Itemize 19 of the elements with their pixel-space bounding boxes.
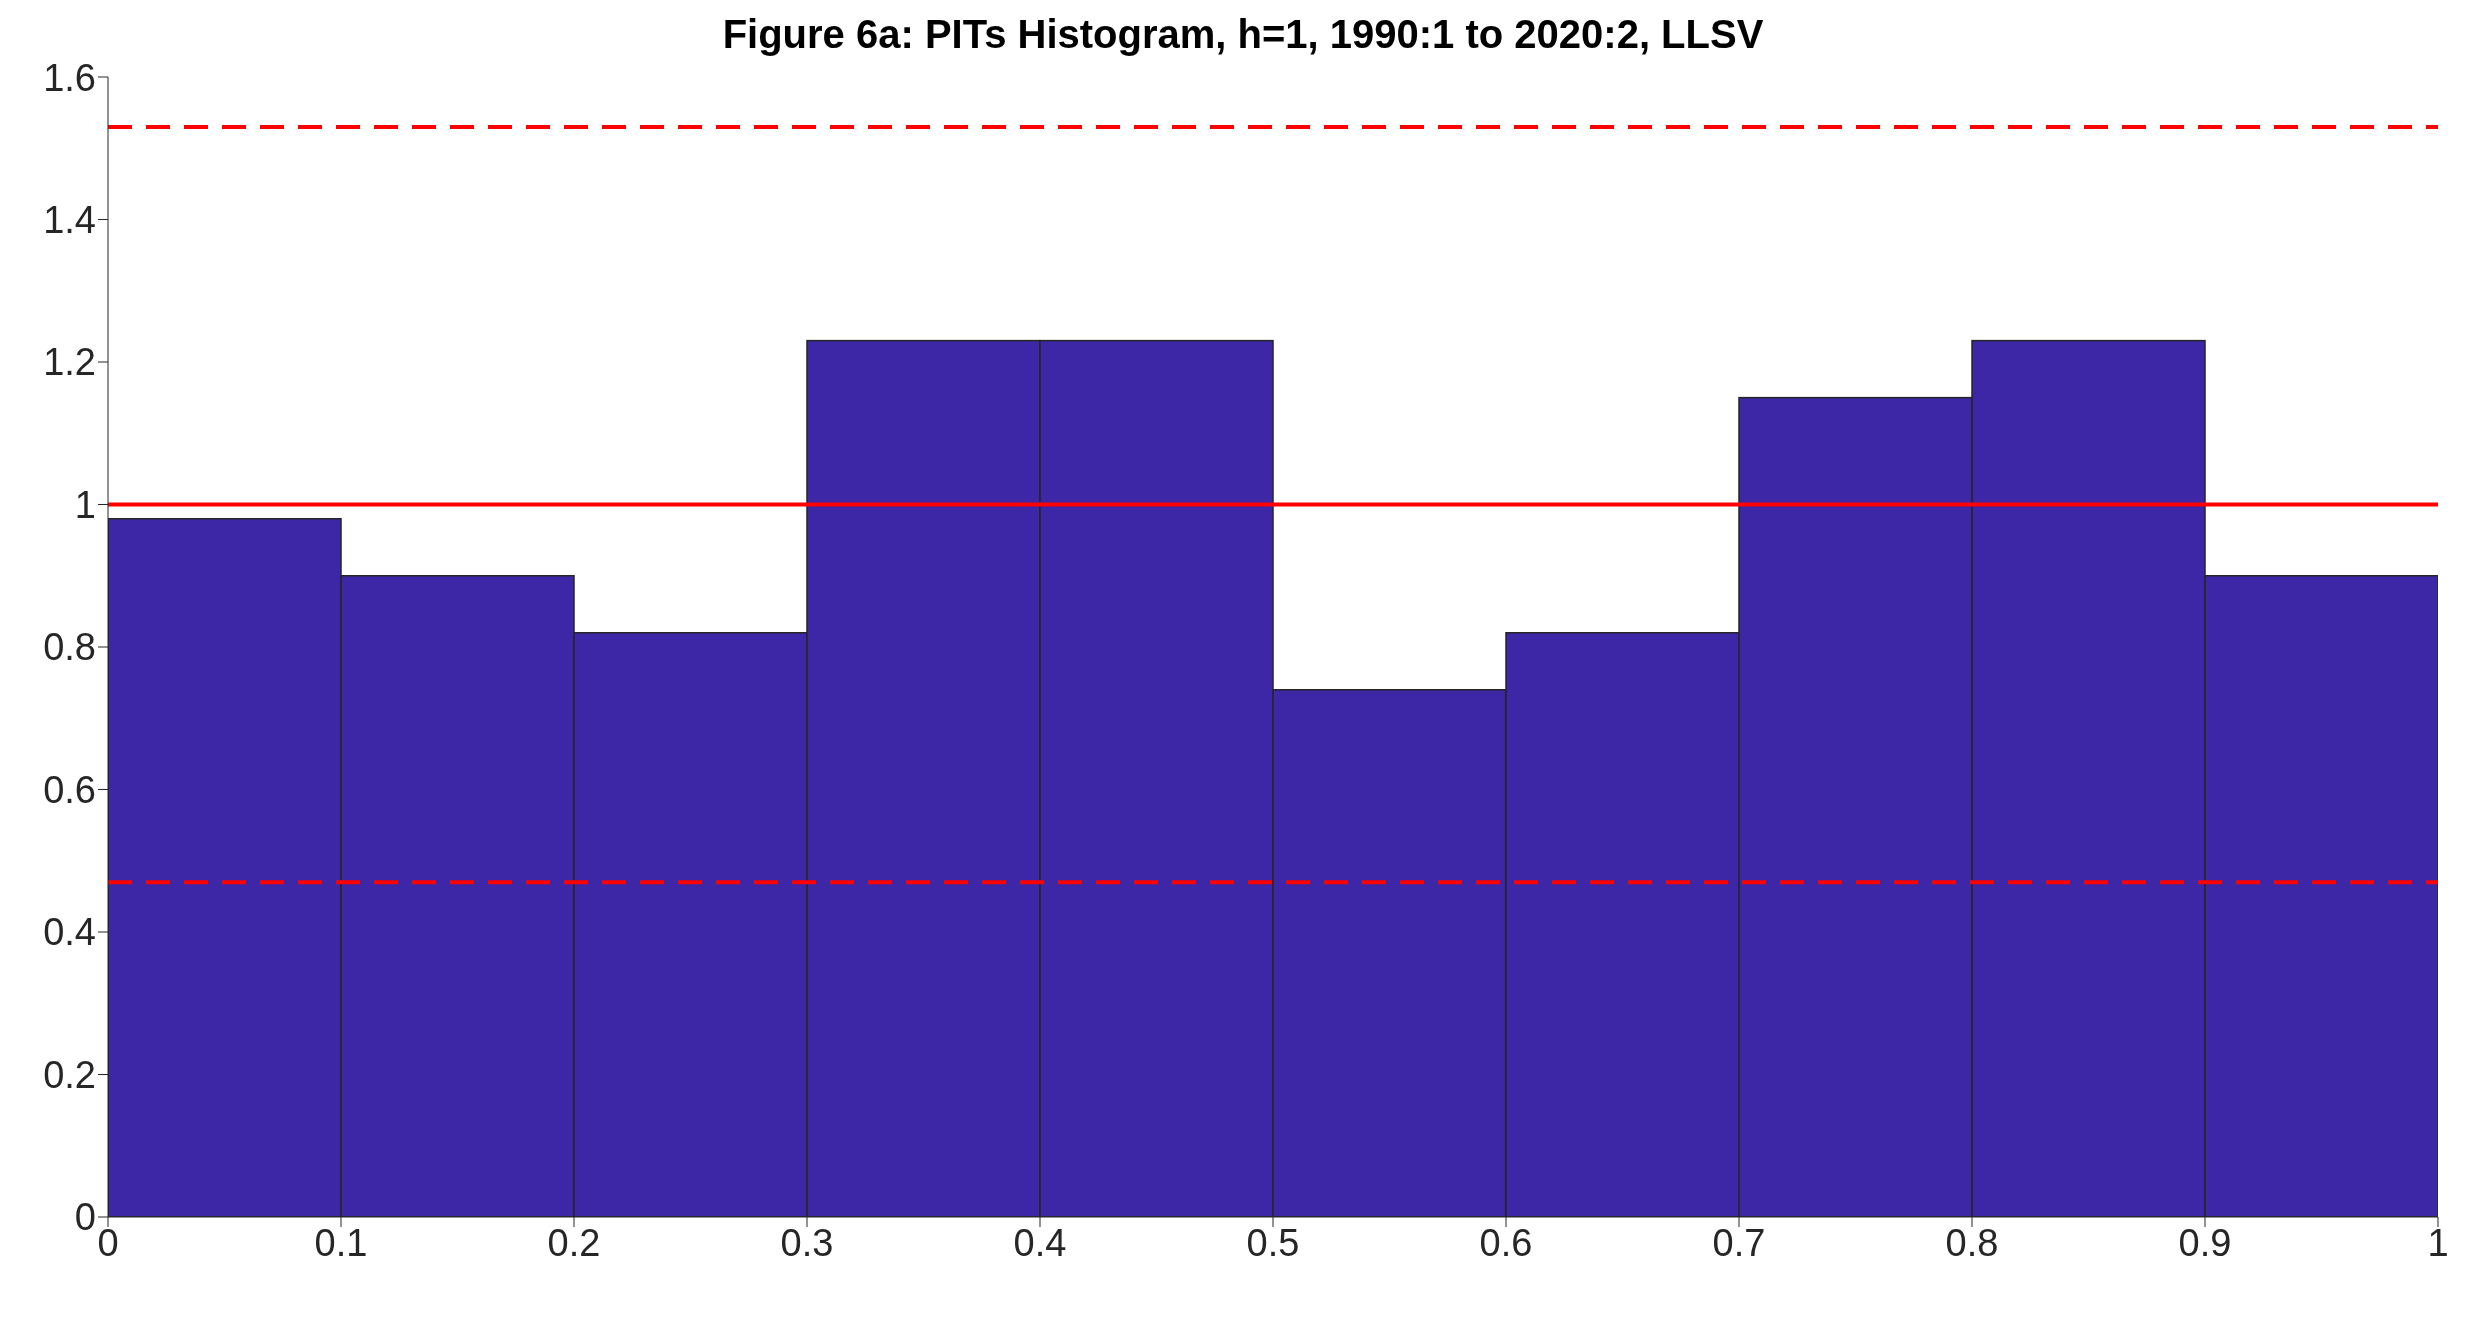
y-tick-label: 0.4: [43, 911, 96, 954]
y-tick-label: 1.4: [43, 198, 96, 241]
y-tick-label: 0.8: [43, 626, 96, 669]
x-tick-label: 0.3: [780, 1221, 834, 1264]
x-tick-label: 0.2: [547, 1221, 601, 1264]
y-tick-label: 1.2: [43, 341, 96, 384]
x-tick-label: 0.8: [1945, 1221, 1999, 1264]
x-tick-label: 0.9: [2178, 1221, 2232, 1264]
chart-title: Figure 6a: PITs Histogram, h=1, 1990:1 to 2020:2, LLSV: [721, 11, 1765, 57]
y-tick-label: 0.2: [43, 1053, 96, 1096]
y-tick-label: 0.6: [43, 768, 96, 811]
x-tick-label: 1: [2427, 1221, 2449, 1264]
x-tick-label: 0.4: [1013, 1221, 1067, 1264]
x-tick-label: 0.6: [1479, 1221, 1533, 1264]
y-tick-label: 1: [74, 483, 96, 526]
x-tick-label: 0.5: [1246, 1221, 1300, 1264]
x-tick-label: 0.7: [1712, 1221, 1766, 1264]
y-tick-label: 1.6: [43, 56, 96, 99]
x-tick-label: 0.1: [314, 1221, 368, 1264]
